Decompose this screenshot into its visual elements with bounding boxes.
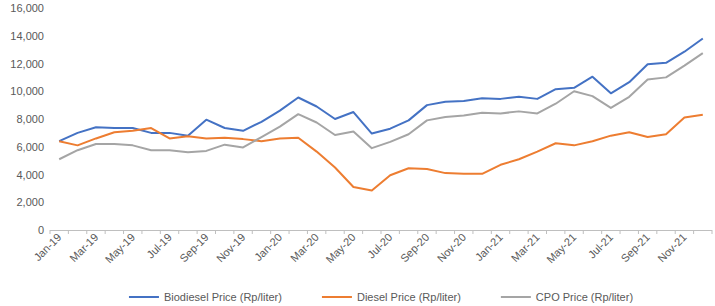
legend-swatch: [322, 296, 352, 298]
x-tick: [712, 230, 713, 234]
x-tick-label: Jul-21: [586, 231, 616, 261]
x-tick-label: Mar-20: [288, 231, 321, 264]
x-tick: [178, 230, 179, 234]
legend: Biodiesel Price (Rp/liter) Diesel Price (…: [129, 291, 633, 303]
x-tick-label: May-21: [544, 231, 578, 265]
x-tick: [399, 230, 400, 234]
legend-label: CPO Price (Rp/liter): [536, 291, 633, 303]
x-tick: [454, 230, 455, 234]
x-tick: [546, 230, 547, 234]
x-tick: [417, 230, 418, 234]
legend-label: Diesel Price (Rp/liter): [357, 291, 461, 303]
x-tick-label: Sep-20: [398, 231, 432, 265]
x-tick: [160, 230, 161, 234]
y-tick-label: 10,000: [10, 85, 44, 97]
legend-item: CPO Price (Rp/liter): [501, 291, 633, 303]
series-line: [59, 39, 703, 142]
x-tick-label: Jan-20: [252, 231, 284, 263]
x-tick-label: Jan-19: [31, 231, 63, 263]
x-tick: [86, 230, 87, 234]
y-tick-label: 6,000: [16, 141, 44, 153]
x-tick-label: Jul-20: [365, 231, 395, 261]
series-line: [59, 115, 703, 191]
x-tick: [344, 230, 345, 234]
x-tick: [252, 230, 253, 234]
y-axis: 0 2,000 4,000 6,000 8,000 10,000 12,000 14,000 1…: [10, 2, 44, 236]
legend-label: Biodiesel Price (Rp/liter): [164, 291, 282, 303]
x-tick-label: Sep-21: [618, 231, 652, 265]
y-tick-label: 16,000: [10, 2, 44, 14]
x-tick: [50, 230, 51, 234]
x-tick-label: Jan-21: [473, 231, 505, 263]
series-line: [59, 53, 703, 159]
x-tick-label: Sep-19: [177, 231, 211, 265]
x-tick: [123, 230, 124, 234]
y-tick-label: 14,000: [10, 30, 44, 42]
x-tick-label: Nov-21: [655, 231, 689, 265]
x-tick-label: May-19: [103, 231, 137, 265]
y-tick-label: 4,000: [16, 169, 44, 181]
x-tick: [215, 230, 216, 234]
x-tick-label: Mar-21: [509, 231, 542, 264]
y-tick-label: 8,000: [16, 113, 44, 125]
y-tick-label: 0: [38, 224, 44, 236]
x-tick-label: Nov-20: [435, 231, 469, 265]
x-axis: Jan-19Mar-19May-19Jul-19Sep-19Nov-19Jan-…: [31, 230, 712, 265]
x-tick-label: Nov-19: [214, 231, 248, 265]
legend-item: Diesel Price (Rp/liter): [322, 291, 461, 303]
x-tick-label: May-20: [323, 231, 357, 265]
x-tick: [362, 230, 363, 234]
legend-item: Biodiesel Price (Rp/liter): [129, 291, 282, 303]
x-tick: [491, 230, 492, 234]
x-tick: [141, 230, 142, 234]
x-tick: [693, 230, 694, 234]
x-tick: [436, 230, 437, 234]
x-tick: [472, 230, 473, 234]
chart: 0 2,000 4,000 6,000 8,000 10,000 12,000 14,000 1…: [0, 0, 715, 306]
x-tick: [197, 230, 198, 234]
x-tick: [528, 230, 529, 234]
x-tick-label: Mar-19: [67, 231, 100, 264]
x-tick: [564, 230, 565, 234]
x-tick: [583, 230, 584, 234]
x-tick: [233, 230, 234, 234]
x-tick: [270, 230, 271, 234]
x-tick: [638, 230, 639, 234]
plot-area: [59, 39, 703, 191]
x-tick: [675, 230, 676, 234]
x-tick: [289, 230, 290, 234]
x-tick: [307, 230, 308, 234]
x-tick: [620, 230, 621, 234]
x-tick: [381, 230, 382, 234]
legend-swatch: [501, 296, 531, 298]
x-tick-label: Jul-19: [144, 231, 174, 261]
x-tick: [325, 230, 326, 234]
x-tick: [68, 230, 69, 234]
y-tick-label: 2,000: [16, 196, 44, 208]
y-tick-label: 12,000: [10, 58, 44, 70]
x-tick: [601, 230, 602, 234]
legend-swatch: [129, 296, 159, 298]
x-tick: [656, 230, 657, 234]
x-tick: [105, 230, 106, 234]
x-tick: [509, 230, 510, 234]
